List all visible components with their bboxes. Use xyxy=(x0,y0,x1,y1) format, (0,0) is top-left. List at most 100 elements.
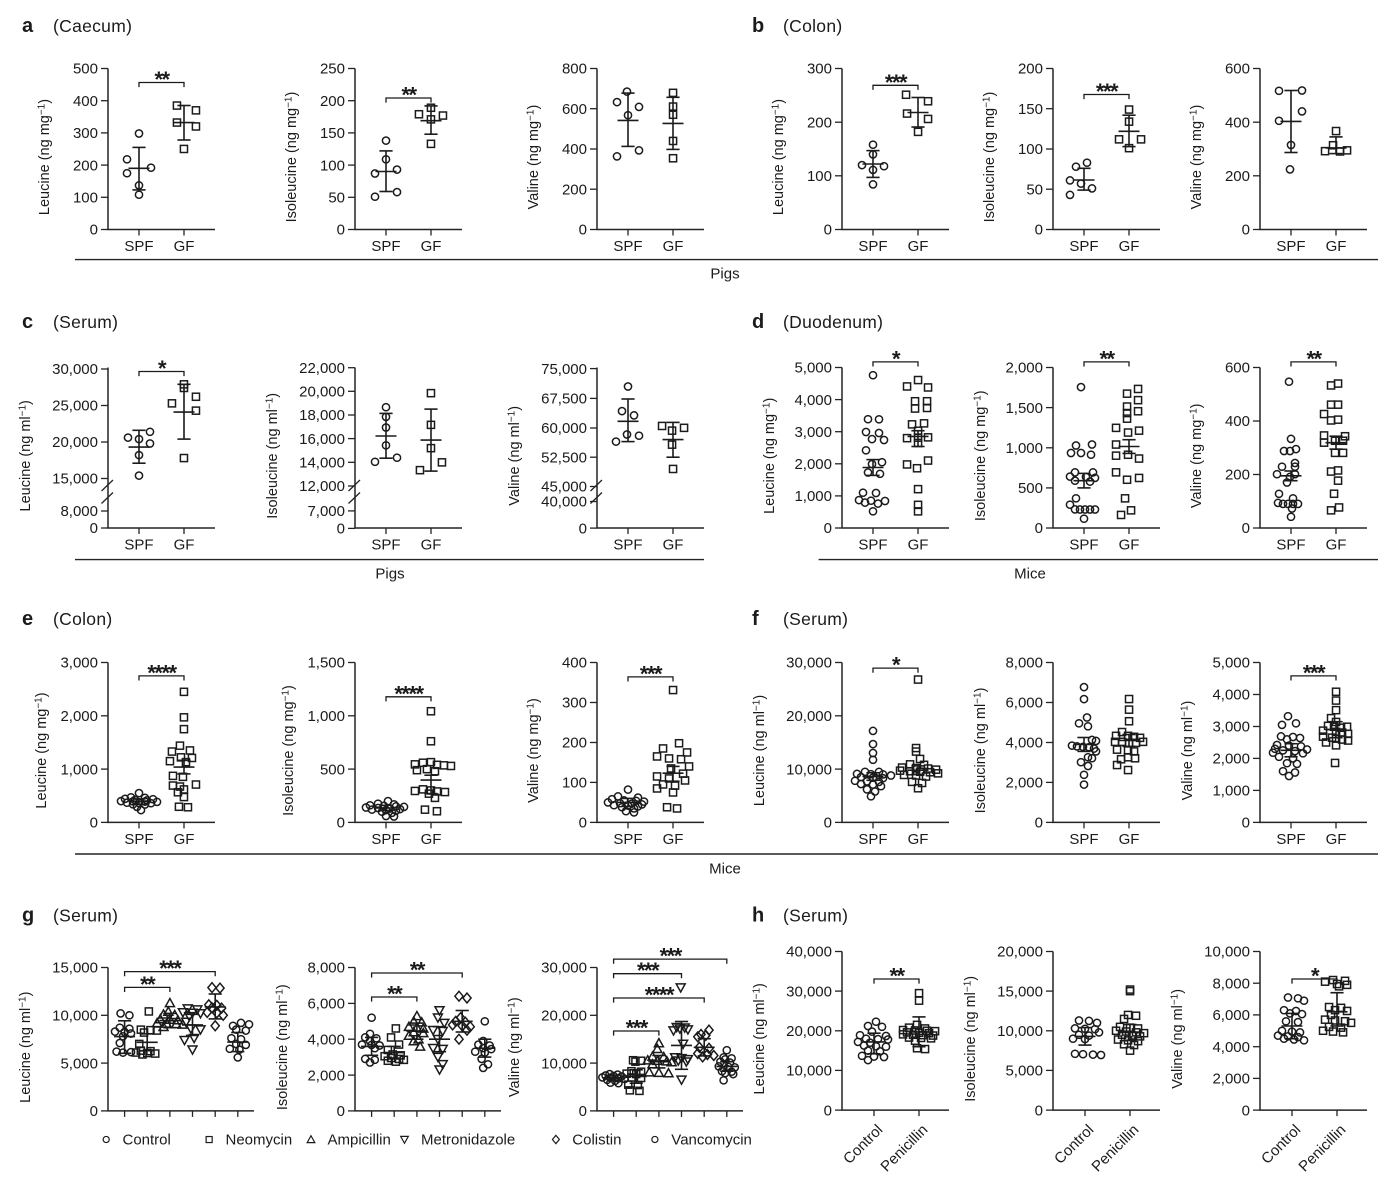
svg-text:0: 0 xyxy=(1035,520,1043,537)
svg-text:Isoleucine (ng ml−1): Isoleucine (ng ml−1) xyxy=(265,393,282,519)
svg-text:100: 100 xyxy=(73,190,98,207)
svg-text:Metronidazole: Metronidazole xyxy=(421,1132,515,1149)
svg-text:800: 800 xyxy=(562,61,587,78)
svg-text:4,000: 4,000 xyxy=(307,1031,345,1048)
svg-text:4,000: 4,000 xyxy=(1212,1039,1250,1056)
svg-text:SPF: SPF xyxy=(124,537,153,554)
svg-text:2,000: 2,000 xyxy=(307,1067,345,1084)
svg-text:GF: GF xyxy=(1326,537,1347,554)
svg-text:1,000: 1,000 xyxy=(1005,440,1043,457)
svg-text:Valine (ng ml−1): Valine (ng ml−1) xyxy=(507,406,524,506)
svg-text:0: 0 xyxy=(579,222,587,239)
svg-text:***: *** xyxy=(1303,660,1326,685)
svg-text:10,000: 10,000 xyxy=(1204,944,1250,961)
svg-text:15,000: 15,000 xyxy=(52,471,98,488)
svg-text:20,000: 20,000 xyxy=(786,1023,832,1040)
svg-text:SPF: SPF xyxy=(1069,238,1098,255)
svg-text:GF: GF xyxy=(1326,238,1347,255)
svg-text:150: 150 xyxy=(1018,101,1043,118)
svg-text:2,000: 2,000 xyxy=(1005,360,1043,377)
svg-text:150: 150 xyxy=(320,125,345,142)
svg-text:0: 0 xyxy=(579,1103,587,1120)
svg-text:GF: GF xyxy=(908,238,929,255)
svg-text:e: e xyxy=(22,608,33,630)
svg-text:300: 300 xyxy=(562,695,587,712)
svg-text:Valine (ng mg−1): Valine (ng mg−1) xyxy=(1189,105,1206,210)
svg-text:0: 0 xyxy=(1242,520,1250,537)
svg-text:*: * xyxy=(1311,964,1320,989)
svg-text:GF: GF xyxy=(1119,238,1140,255)
svg-text:*: * xyxy=(158,356,167,381)
svg-text:Valine (ng mg−1): Valine (ng mg−1) xyxy=(1189,403,1206,508)
svg-text:0: 0 xyxy=(1035,222,1043,239)
svg-text:0: 0 xyxy=(337,521,345,538)
svg-text:SPF: SPF xyxy=(124,831,153,848)
svg-text:****: **** xyxy=(147,660,177,685)
svg-text:****: **** xyxy=(645,983,675,1008)
svg-text:Leucine (ng ml−1): Leucine (ng ml−1) xyxy=(18,992,35,1103)
svg-text:b: b xyxy=(752,15,764,37)
svg-text:500: 500 xyxy=(1018,480,1043,497)
svg-text:GF: GF xyxy=(663,238,684,255)
svg-text:3,000: 3,000 xyxy=(1212,719,1250,736)
svg-text:75,000: 75,000 xyxy=(541,361,587,378)
svg-text:(Colon): (Colon) xyxy=(53,609,112,629)
svg-text:0: 0 xyxy=(824,815,832,832)
svg-text:400: 400 xyxy=(1225,114,1250,131)
svg-text:0: 0 xyxy=(824,520,832,537)
svg-text:50: 50 xyxy=(1026,181,1043,198)
svg-text:100: 100 xyxy=(1018,141,1043,158)
svg-text:45,000: 45,000 xyxy=(541,479,587,496)
svg-text:0: 0 xyxy=(579,815,587,832)
svg-text:20,000: 20,000 xyxy=(997,944,1043,961)
svg-text:GF: GF xyxy=(174,238,195,255)
svg-text:250: 250 xyxy=(320,61,345,78)
svg-text:SPF: SPF xyxy=(1069,537,1098,554)
svg-text:2,000: 2,000 xyxy=(1212,1071,1250,1088)
svg-text:Neomycin: Neomycin xyxy=(226,1132,293,1149)
svg-text:30,000: 30,000 xyxy=(541,960,587,977)
svg-text:Leucine (ng mg−1): Leucine (ng mg−1) xyxy=(762,398,779,514)
svg-text:4,000: 4,000 xyxy=(794,392,832,409)
svg-text:0: 0 xyxy=(579,520,587,537)
svg-text:GF: GF xyxy=(1119,537,1140,554)
svg-text:300: 300 xyxy=(73,125,98,142)
svg-text:d: d xyxy=(752,311,764,333)
svg-text:***: *** xyxy=(885,70,908,95)
svg-text:0: 0 xyxy=(1242,1102,1250,1119)
svg-text:400: 400 xyxy=(562,141,587,158)
svg-text:SPF: SPF xyxy=(371,537,400,554)
svg-text:100: 100 xyxy=(562,775,587,792)
svg-text:***: *** xyxy=(626,1016,649,1041)
svg-text:600: 600 xyxy=(1225,360,1250,377)
svg-text:20,000: 20,000 xyxy=(299,384,345,401)
svg-text:6,000: 6,000 xyxy=(307,996,345,1013)
svg-text:SPF: SPF xyxy=(858,238,887,255)
svg-text:SPF: SPF xyxy=(1069,831,1098,848)
svg-text:**: ** xyxy=(410,958,426,983)
svg-text:*: * xyxy=(892,653,901,678)
svg-text:Isoleucine (ng ml−1): Isoleucine (ng ml−1) xyxy=(963,976,980,1102)
svg-text:***: *** xyxy=(159,956,182,981)
svg-text:Vancomycin: Vancomycin xyxy=(671,1132,752,1149)
svg-text:Isoleucine (ng mg−1): Isoleucine (ng mg−1) xyxy=(281,685,298,816)
svg-text:200: 200 xyxy=(562,181,587,198)
svg-text:GF: GF xyxy=(421,537,442,554)
svg-text:(Colon): (Colon) xyxy=(783,16,842,36)
svg-text:200: 200 xyxy=(73,157,98,174)
svg-text:5,000: 5,000 xyxy=(1005,1063,1043,1080)
svg-text:60,000: 60,000 xyxy=(541,420,587,437)
svg-text:100: 100 xyxy=(320,157,345,174)
svg-text:6,000: 6,000 xyxy=(1005,695,1043,712)
svg-text:0: 0 xyxy=(1242,815,1250,832)
svg-text:15,000: 15,000 xyxy=(52,960,98,977)
svg-text:0: 0 xyxy=(1035,815,1043,832)
svg-text:Leucine (ng ml−1): Leucine (ng ml−1) xyxy=(752,695,769,806)
svg-text:**: ** xyxy=(1099,346,1115,371)
svg-text:8,000: 8,000 xyxy=(307,960,345,977)
svg-text:0: 0 xyxy=(337,815,345,832)
svg-text:Isoleucine (ng ml−1): Isoleucine (ng ml−1) xyxy=(275,984,292,1110)
svg-text:0: 0 xyxy=(1035,1102,1043,1119)
svg-text:14,000: 14,000 xyxy=(299,455,345,472)
svg-text:25,000: 25,000 xyxy=(52,398,98,415)
